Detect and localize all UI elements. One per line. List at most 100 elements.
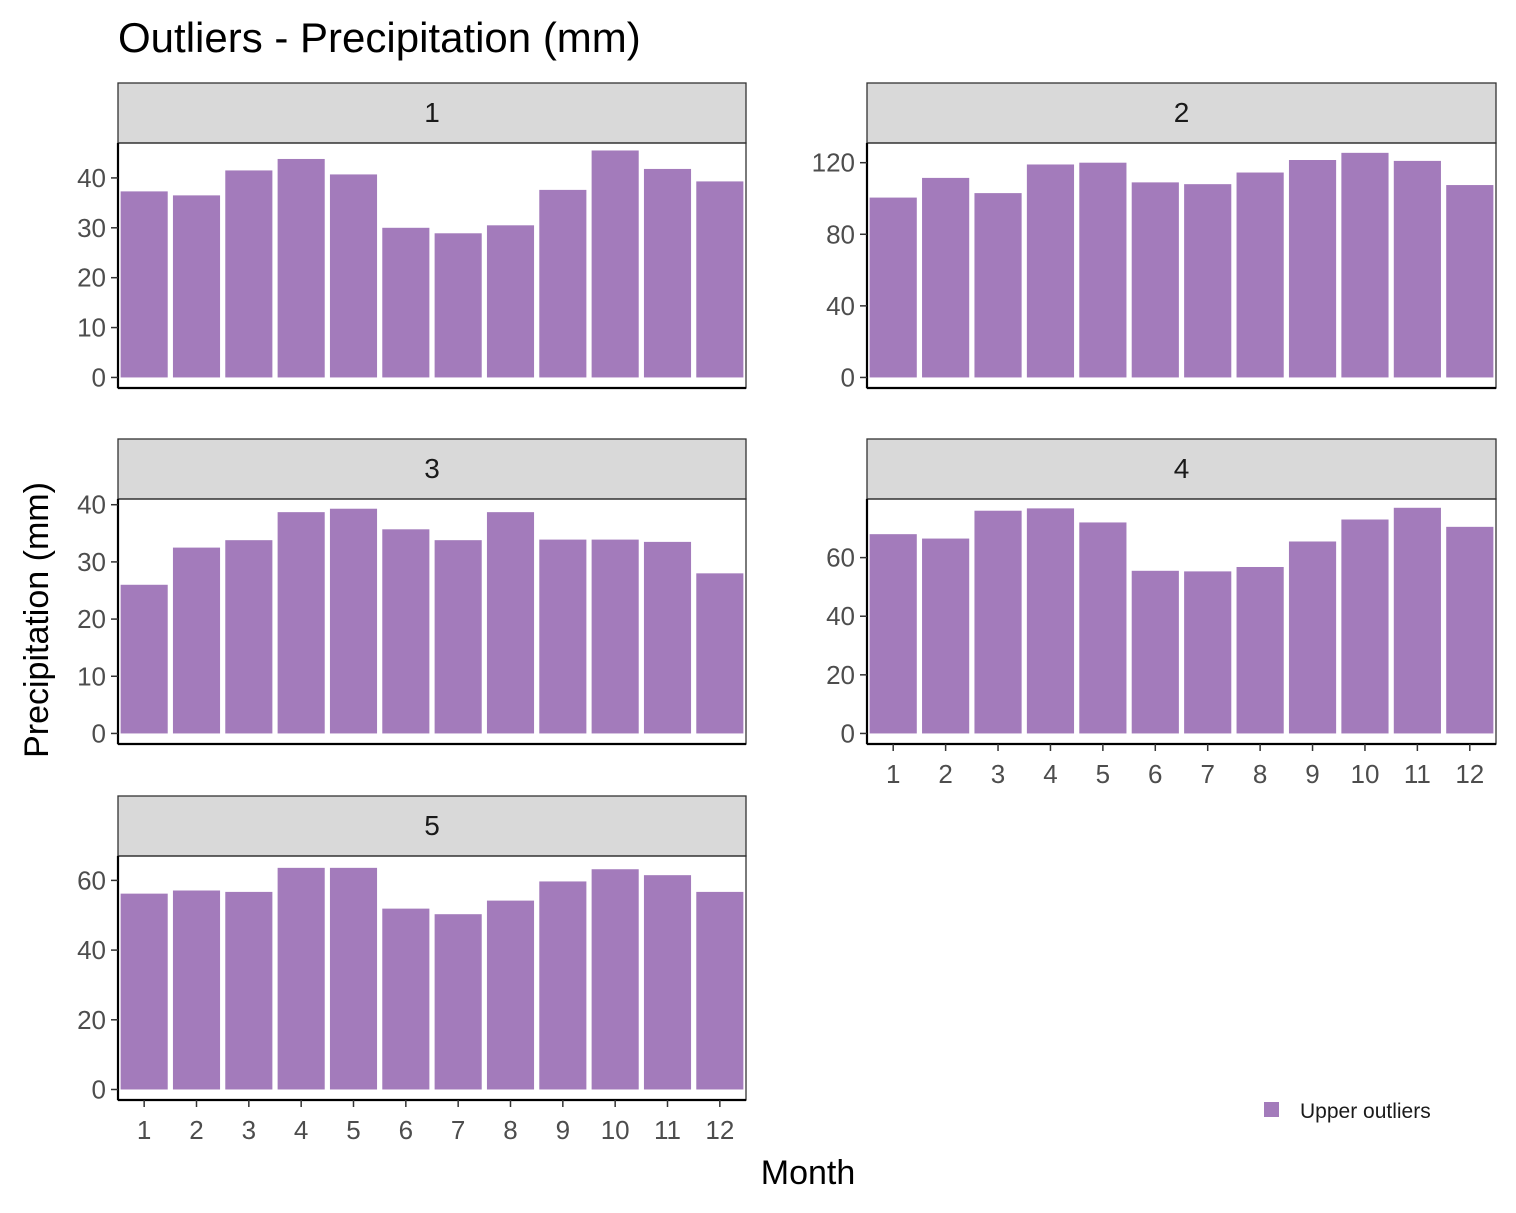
y-axis-title: Precipitation (mm) bbox=[18, 482, 56, 758]
x-tick-label: 1 bbox=[137, 1115, 151, 1145]
y-tick-label: 40 bbox=[77, 163, 106, 193]
x-tick-label: 6 bbox=[1148, 759, 1162, 789]
chart-title: Outliers - Precipitation (mm) bbox=[118, 14, 641, 61]
y-tick-label: 60 bbox=[826, 543, 855, 573]
bar-panel5-month11 bbox=[643, 875, 692, 1090]
bar-panel4-month4 bbox=[1026, 508, 1075, 734]
y-tick-label: 20 bbox=[77, 604, 106, 634]
x-tick-label: 2 bbox=[189, 1115, 203, 1145]
bar-panel2-month8 bbox=[1236, 172, 1284, 378]
bar-panel5-month10 bbox=[591, 869, 639, 1090]
bar-panel3-month8 bbox=[486, 512, 535, 734]
bar-panel1-month2 bbox=[172, 195, 221, 378]
y-tick-label: 30 bbox=[77, 547, 106, 577]
bar-panel4-month12 bbox=[1446, 526, 1494, 734]
y-tick-label: 40 bbox=[826, 291, 855, 321]
bar-panel2-month3 bbox=[974, 193, 1022, 378]
y-tick-label: 60 bbox=[77, 865, 106, 895]
x-tick-label: 2 bbox=[938, 759, 952, 789]
bar-panel4-month2 bbox=[922, 538, 970, 734]
bar-panel5-month8 bbox=[486, 900, 535, 1090]
x-tick-label: 12 bbox=[705, 1115, 734, 1145]
x-tick-label: 4 bbox=[294, 1115, 308, 1145]
facet-strip-label: 5 bbox=[424, 810, 440, 841]
x-tick-label: 7 bbox=[1200, 759, 1214, 789]
bar-panel2-month2 bbox=[922, 177, 970, 378]
bar-panel5-month7 bbox=[434, 914, 482, 1090]
bar-panel1-month5 bbox=[329, 174, 378, 378]
y-tick-label: 40 bbox=[826, 601, 855, 631]
bar-panel1-month7 bbox=[434, 233, 482, 378]
facet-strip-label: 1 bbox=[424, 97, 440, 128]
facet-strip-label: 2 bbox=[1174, 97, 1190, 128]
bar-panel4-month6 bbox=[1131, 570, 1179, 734]
bar-panel2-month4 bbox=[1026, 164, 1075, 378]
x-tick-label: 5 bbox=[1096, 759, 1110, 789]
x-tick-label: 10 bbox=[601, 1115, 630, 1145]
bar-panel1-month1 bbox=[120, 191, 168, 378]
y-tick-label: 20 bbox=[826, 660, 855, 690]
facet-strip-label: 4 bbox=[1174, 453, 1190, 484]
bar-panel4-month5 bbox=[1079, 522, 1127, 734]
bar-panel1-month11 bbox=[643, 168, 692, 378]
y-tick-label: 30 bbox=[77, 213, 106, 243]
bar-panel3-month2 bbox=[172, 547, 221, 734]
y-tick-label: 20 bbox=[77, 1005, 106, 1035]
facet-panel-2: 2 0 40 80 120 bbox=[812, 82, 1497, 392]
bar-panel5-month6 bbox=[382, 908, 430, 1090]
bar-panel5-month4 bbox=[277, 867, 325, 1090]
legend-label: Upper outliers bbox=[1300, 1100, 1431, 1123]
y-tick-label: 0 bbox=[841, 362, 855, 392]
y-tick-label: 0 bbox=[92, 362, 106, 392]
bar-panel3-month5 bbox=[329, 508, 378, 734]
legend: Upper outliers bbox=[1264, 1100, 1431, 1123]
x-tick-label: 4 bbox=[1043, 759, 1057, 789]
bar-panel5-month12 bbox=[696, 891, 744, 1090]
y-tick-label: 0 bbox=[841, 718, 855, 748]
bar-panel1-month10 bbox=[591, 150, 639, 378]
legend-key bbox=[1264, 1102, 1279, 1117]
bar-panel5-month2 bbox=[172, 890, 221, 1090]
x-tick-label: 1 bbox=[886, 759, 900, 789]
bar-panel4-month9 bbox=[1288, 541, 1337, 734]
bar-panel2-month5 bbox=[1079, 162, 1127, 378]
x-tick-label: 8 bbox=[503, 1115, 517, 1145]
y-tick-label: 80 bbox=[826, 219, 855, 249]
bar-panel2-month10 bbox=[1341, 152, 1389, 378]
x-axis-title: Month bbox=[761, 1154, 856, 1192]
bar-panel2-month1 bbox=[869, 197, 917, 378]
y-tick-label: 0 bbox=[92, 718, 106, 748]
bar-panel1-month12 bbox=[696, 181, 744, 378]
bar-panel2-month9 bbox=[1288, 160, 1337, 378]
x-tick-label: 8 bbox=[1253, 759, 1267, 789]
bar-panel1-month8 bbox=[486, 225, 535, 378]
y-tick-label: 0 bbox=[92, 1074, 106, 1104]
bar-panel4-month8 bbox=[1236, 566, 1284, 734]
y-tick-label: 40 bbox=[77, 490, 106, 520]
bar-panel1-month3 bbox=[225, 170, 273, 378]
bar-panel3-month12 bbox=[696, 573, 744, 734]
x-tick-label: 7 bbox=[451, 1115, 465, 1145]
x-tick-label: 3 bbox=[242, 1115, 256, 1145]
bar-panel2-month12 bbox=[1446, 185, 1494, 378]
y-tick-label: 40 bbox=[77, 935, 106, 965]
y-tick-label: 10 bbox=[77, 661, 106, 691]
bar-panel3-month7 bbox=[434, 540, 482, 734]
facet-strip bbox=[117, 438, 747, 500]
x-tick-label: 9 bbox=[556, 1115, 570, 1145]
bar-panel3-month4 bbox=[277, 512, 325, 734]
x-tick-label: 11 bbox=[654, 1115, 681, 1145]
x-tick-label: 9 bbox=[1305, 759, 1319, 789]
bar-panel3-month6 bbox=[382, 529, 430, 734]
bar-panel3-month1 bbox=[120, 584, 168, 734]
bar-panel3-month11 bbox=[643, 541, 692, 734]
bar-panel4-month7 bbox=[1184, 571, 1232, 734]
bar-panel1-month6 bbox=[382, 227, 430, 378]
x-tick-label: 3 bbox=[991, 759, 1005, 789]
facet-strip-label: 3 bbox=[424, 453, 440, 484]
bar-panel4-month11 bbox=[1393, 507, 1441, 734]
x-tick-label: 11 bbox=[1404, 759, 1431, 789]
bar-panel5-month3 bbox=[225, 891, 273, 1090]
